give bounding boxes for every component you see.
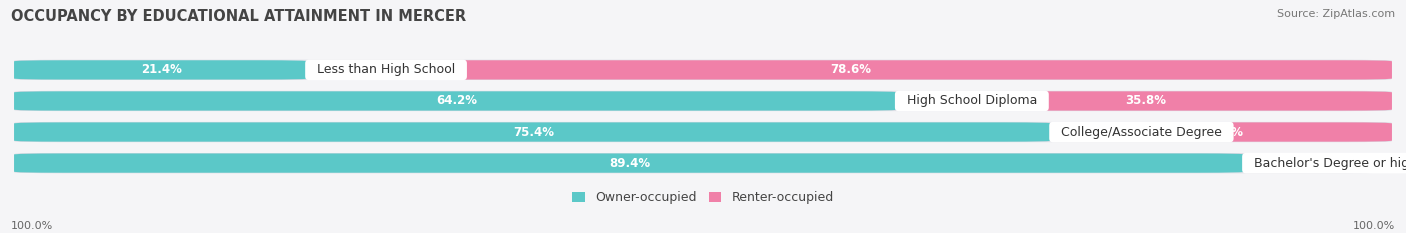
- Text: 21.4%: 21.4%: [141, 63, 181, 76]
- FancyBboxPatch shape: [14, 122, 1053, 142]
- FancyBboxPatch shape: [14, 60, 1392, 79]
- FancyBboxPatch shape: [14, 91, 1392, 111]
- Text: OCCUPANCY BY EDUCATIONAL ATTAINMENT IN MERCER: OCCUPANCY BY EDUCATIONAL ATTAINMENT IN M…: [11, 9, 467, 24]
- FancyBboxPatch shape: [14, 91, 898, 111]
- Text: 100.0%: 100.0%: [1353, 221, 1395, 231]
- FancyBboxPatch shape: [14, 122, 1392, 142]
- Legend: Owner-occupied, Renter-occupied: Owner-occupied, Renter-occupied: [572, 191, 834, 204]
- FancyBboxPatch shape: [14, 60, 1392, 80]
- FancyBboxPatch shape: [14, 91, 1392, 111]
- Text: High School Diploma: High School Diploma: [898, 94, 1045, 107]
- Text: 35.8%: 35.8%: [1125, 94, 1166, 107]
- FancyBboxPatch shape: [1053, 122, 1392, 142]
- FancyBboxPatch shape: [14, 153, 1392, 173]
- FancyBboxPatch shape: [14, 60, 309, 79]
- Text: 10.6%: 10.6%: [1299, 157, 1340, 170]
- Text: 75.4%: 75.4%: [513, 126, 554, 139]
- FancyBboxPatch shape: [309, 60, 1392, 79]
- Text: Bachelor's Degree or higher: Bachelor's Degree or higher: [1246, 157, 1406, 170]
- FancyBboxPatch shape: [14, 154, 1392, 173]
- Text: College/Associate Degree: College/Associate Degree: [1053, 126, 1230, 139]
- FancyBboxPatch shape: [14, 122, 1392, 142]
- Text: 78.6%: 78.6%: [830, 63, 870, 76]
- FancyBboxPatch shape: [1246, 154, 1392, 173]
- Text: Less than High School: Less than High School: [309, 63, 463, 76]
- Text: Source: ZipAtlas.com: Source: ZipAtlas.com: [1277, 9, 1395, 19]
- Text: 24.6%: 24.6%: [1202, 126, 1243, 139]
- Text: 89.4%: 89.4%: [609, 157, 651, 170]
- Text: 64.2%: 64.2%: [436, 94, 477, 107]
- FancyBboxPatch shape: [898, 91, 1392, 111]
- Text: 100.0%: 100.0%: [11, 221, 53, 231]
- FancyBboxPatch shape: [14, 154, 1246, 173]
